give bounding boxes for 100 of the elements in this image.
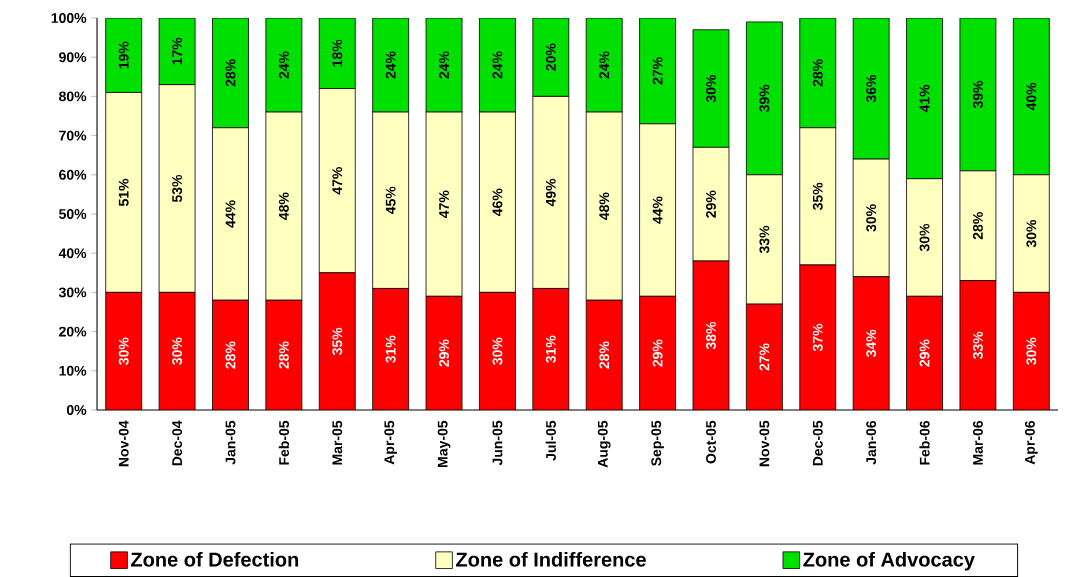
x-tick-label: Aug-05	[597, 420, 611, 468]
data-label: 39%	[972, 80, 983, 109]
y-tick-label: 70%	[59, 130, 87, 141]
legend-label: Zone of Defection	[131, 551, 299, 567]
x-tick-label: May-05	[437, 420, 451, 467]
data-label: 46%	[492, 188, 503, 217]
data-label: 47%	[332, 167, 343, 195]
data-label: 28%	[972, 212, 983, 240]
data-label: 24%	[439, 51, 449, 79]
data-label: 30%	[118, 337, 129, 365]
data-label: 39%	[759, 84, 770, 113]
y-tick-label: 60%	[59, 169, 87, 180]
bar	[212, 300, 249, 410]
x-tick-label: Jan-05	[225, 420, 236, 465]
bar	[906, 296, 943, 410]
x-tick-label: Dec-04	[172, 420, 183, 466]
x-tick-label: Apr-05	[384, 420, 397, 465]
data-label: 24%	[278, 51, 289, 79]
data-label: 29%	[439, 339, 449, 367]
data-label: 30%	[706, 74, 716, 103]
x-tick-label: Oct-05	[706, 420, 716, 464]
data-label: 31%	[545, 335, 556, 363]
y-tick-label: 40%	[58, 248, 87, 259]
y-tick-label: 80%	[59, 91, 87, 102]
data-label: 30%	[866, 204, 877, 232]
x-tick-label: Apr-06	[1024, 420, 1038, 465]
bar	[532, 288, 569, 410]
x-tick-label: Feb-05	[278, 420, 290, 465]
bar	[1012, 291, 1050, 410]
data-label: 35%	[332, 327, 343, 356]
data-label: 48%	[278, 192, 289, 220]
bar	[692, 261, 729, 410]
data-label: 27%	[652, 57, 663, 85]
bar	[105, 292, 142, 410]
data-label: 34%	[866, 329, 877, 358]
y-tick-label: 50%	[59, 209, 87, 219]
x-tick-label: Mar-05	[332, 420, 343, 465]
x-tick-label: Nov-05	[759, 420, 770, 467]
data-label: 17%	[172, 37, 183, 65]
data-label: 40%	[1026, 82, 1037, 111]
bar	[799, 264, 836, 410]
data-label: 44%	[225, 200, 236, 228]
data-label: 28%	[599, 341, 610, 369]
bar	[853, 276, 890, 410]
bar	[746, 304, 783, 410]
data-label: 24%	[385, 51, 396, 79]
x-tick-label: Jun-05	[492, 420, 503, 466]
x-tick-label: Dec-05	[812, 420, 823, 466]
data-label: 41%	[919, 84, 930, 113]
data-label: 28%	[225, 59, 236, 87]
bar	[479, 292, 516, 410]
data-label: 28%	[278, 341, 289, 369]
data-label: 19%	[118, 41, 129, 69]
x-tick-label: Sep-05	[651, 420, 664, 466]
x-tick-label: Jan-06	[866, 420, 877, 465]
data-label: 35%	[812, 182, 823, 211]
bar	[959, 280, 996, 410]
y-tick-label: 30%	[58, 287, 87, 298]
data-label: 37%	[812, 323, 823, 352]
y-tick-label: 10%	[59, 365, 87, 376]
x-tick-label: Feb-06	[919, 420, 930, 465]
data-label: 20%	[545, 43, 556, 71]
x-tick-label: Nov-04	[118, 420, 129, 467]
data-label: 31%	[385, 335, 396, 363]
data-label: 24%	[599, 51, 610, 79]
data-label: 49%	[545, 178, 556, 207]
x-tick-label: Mar-06	[972, 420, 983, 465]
data-label: 24%	[492, 51, 503, 79]
data-label: 28%	[225, 341, 236, 369]
y-tick-label: 100%	[51, 13, 87, 23]
data-label: 53%	[172, 174, 183, 203]
data-label: 30%	[919, 223, 930, 252]
data-label: 44%	[652, 196, 663, 224]
bar	[159, 292, 196, 410]
bar	[319, 272, 356, 410]
legend-label: Zone of Indifference	[456, 551, 646, 567]
data-label: 51%	[118, 178, 129, 206]
data-label: 30%	[1026, 219, 1037, 248]
data-label: 33%	[759, 225, 770, 254]
data-label: 30%	[1026, 337, 1037, 365]
data-label: 28%	[812, 59, 823, 87]
y-tick-label: 0%	[66, 405, 87, 415]
x-tick-label: Jul-05	[545, 420, 556, 461]
y-tick-label: 20%	[59, 326, 87, 337]
data-label: 29%	[652, 339, 663, 367]
data-label: 30%	[172, 337, 183, 365]
data-label: 38%	[706, 321, 716, 350]
bar	[265, 300, 302, 410]
data-label: 27%	[759, 343, 770, 371]
data-label: 30%	[492, 337, 503, 365]
data-label: 48%	[599, 192, 610, 220]
legend-label: Zone of Advocacy	[803, 551, 975, 571]
data-label: 18%	[332, 39, 343, 67]
data-label: 36%	[866, 74, 877, 103]
bar	[639, 296, 676, 410]
data-label: 47%	[439, 190, 449, 218]
data-label: 33%	[972, 331, 983, 359]
data-label: 29%	[706, 190, 716, 218]
bar	[426, 296, 463, 410]
data-label: 29%	[919, 339, 930, 367]
